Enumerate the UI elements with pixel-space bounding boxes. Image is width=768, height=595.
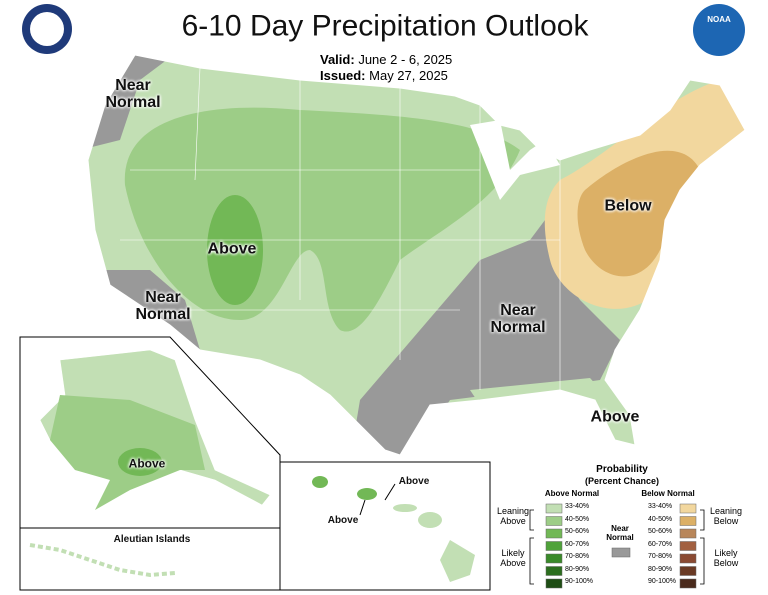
- hawaii-label: Above: [327, 514, 359, 526]
- above-swatch: [545, 528, 563, 539]
- above-bin-label: 50-60%: [565, 528, 590, 535]
- noaa-logo: [693, 4, 745, 56]
- near-normal-label: Near Normal: [606, 524, 634, 542]
- legend: [545, 503, 697, 589]
- title: 6-10 Day Precipitation Outlook: [181, 9, 589, 43]
- below-swatch: [679, 516, 697, 526]
- us-outline: [87, 54, 746, 456]
- below-swatch: [679, 566, 697, 576]
- above-bin-label: 60-70%: [565, 540, 590, 548]
- above-heading: Above Normal: [544, 489, 600, 498]
- aleutian-inset: [19, 527, 281, 591]
- below-swatch: [679, 553, 697, 564]
- likely-above: Likely Above: [500, 548, 526, 568]
- valid-dates: June 2 - 6, 2025: [358, 52, 453, 67]
- issued-line: Issued: May 27, 2025: [320, 68, 448, 83]
- valid-label: Valid:: [320, 52, 355, 67]
- region-label: Below: [604, 197, 652, 215]
- above-bin-label: 33-40%: [565, 503, 590, 510]
- near-swatch: [611, 547, 631, 558]
- oahu: [357, 488, 377, 500]
- below-heading: Below Normal: [641, 489, 695, 498]
- likely-below: Likely Below: [713, 548, 739, 568]
- above-swatch: [545, 516, 563, 526]
- below-bin-label: 70-80%: [648, 553, 673, 560]
- above-bin-label: 90-100%: [565, 578, 594, 585]
- below-bin-label: 90-100%: [648, 578, 677, 585]
- region-label: Near Normal: [490, 302, 546, 336]
- issued-label: Issued:: [320, 68, 366, 83]
- below-swatch: [679, 578, 697, 589]
- above-bin-label: 40-50%: [565, 515, 590, 523]
- below-swatch: [679, 541, 697, 551]
- above-core: [207, 195, 263, 305]
- noaa-text: NOAA: [707, 15, 731, 24]
- doc-logo-inner: [30, 12, 64, 46]
- legend-title: Probability: [596, 464, 648, 475]
- alaska-label: Above: [128, 456, 166, 471]
- above-swatch: [545, 553, 563, 564]
- region-label: Near Normal: [135, 289, 191, 323]
- below-bin-label: 33-40%: [648, 503, 673, 510]
- hawaii-islands: [312, 476, 475, 582]
- molokai: [393, 504, 417, 512]
- region-label: Above: [590, 408, 640, 426]
- great-lakes: [470, 120, 560, 200]
- below-bin-label: 80-90%: [648, 565, 673, 573]
- valid-line: Valid: June 2 - 6, 2025: [320, 52, 452, 67]
- below-bin-label: 50-60%: [648, 528, 673, 535]
- aleutian-islands: [29, 543, 176, 578]
- above-swatch: [545, 578, 563, 589]
- hawaii-label: Above: [398, 475, 430, 487]
- above-swatch: [545, 541, 563, 551]
- below-bin-label: 40-50%: [648, 515, 673, 523]
- issued-date: May 27, 2025: [369, 68, 448, 83]
- below-swatch: [679, 503, 697, 514]
- region-label: Near Normal: [105, 77, 161, 111]
- aleutian-label: Aleutian Islands: [113, 533, 191, 545]
- leaning-below: Leaning Below: [709, 506, 743, 526]
- region-label: Above: [207, 240, 257, 258]
- maui: [418, 512, 442, 528]
- pointer-lines: [359, 483, 396, 516]
- leaning-above: Leaning Above: [497, 506, 530, 526]
- above-bin-label: 80-90%: [565, 565, 590, 573]
- above-bin-label: 70-80%: [565, 553, 590, 560]
- below-bin-label: 60-70%: [648, 540, 673, 548]
- below-swatch: [679, 528, 697, 539]
- above-swatch: [545, 503, 563, 514]
- kauai: [312, 476, 328, 488]
- legend-brackets: [529, 509, 705, 585]
- above-swatch: [545, 566, 563, 576]
- alaska-above-core: [118, 448, 162, 476]
- legend-subtitle: (Percent Chance): [584, 476, 660, 486]
- big-island: [440, 540, 475, 582]
- state-lines: [120, 67, 561, 390]
- below-core: [577, 150, 700, 277]
